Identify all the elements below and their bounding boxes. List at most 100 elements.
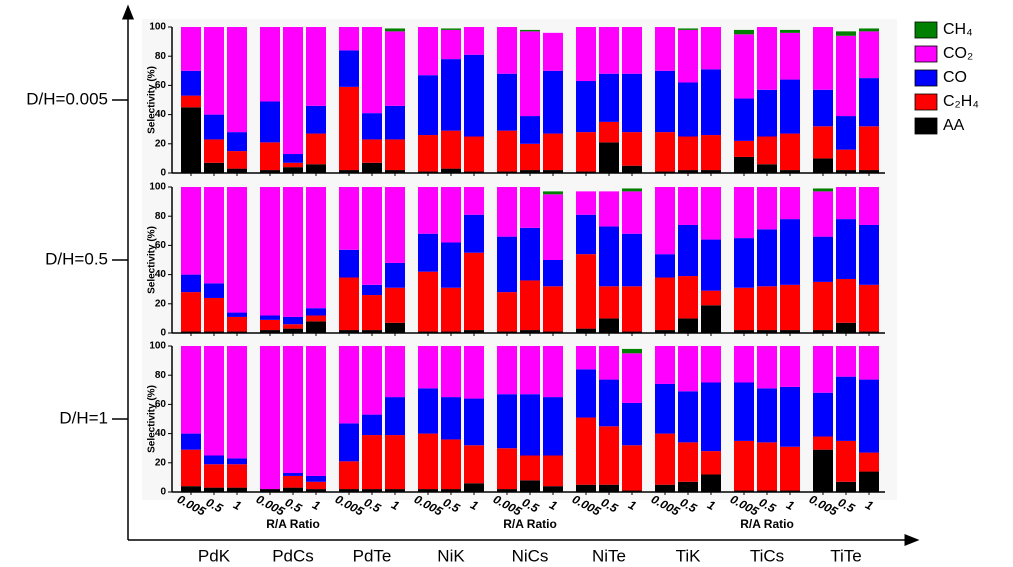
bar-segment (520, 31, 540, 117)
bar-segment (260, 346, 280, 490)
bar-segment (497, 489, 517, 492)
bar-segment (701, 305, 721, 333)
bar-segment (283, 27, 303, 155)
bar-segment (780, 219, 800, 285)
legend-label: C₂H₄ (943, 93, 979, 110)
bar-segment (339, 249, 359, 278)
bar-segment (543, 32, 563, 71)
x-axis-label: R/A Ratio (740, 517, 794, 531)
bar-segment (339, 50, 359, 87)
bar-segment (576, 328, 596, 333)
bar-segment (520, 346, 540, 395)
bar-segment (204, 283, 224, 298)
legend-label: CO₂ (943, 45, 973, 62)
bar-segment (441, 489, 461, 492)
bar-segment (497, 187, 517, 237)
bar-segment (813, 236, 833, 282)
bar-segment (418, 331, 438, 333)
bar-segment (181, 70, 201, 96)
bar-segment (813, 436, 833, 450)
bar-segment (181, 187, 201, 275)
bar-segment (283, 316, 303, 325)
bar-segment (181, 27, 201, 71)
bar-segment (464, 346, 484, 399)
bar-segment (418, 187, 438, 234)
bar-segment (464, 330, 484, 333)
bar-segment (464, 187, 484, 215)
bar-segment (181, 95, 201, 108)
bar-segment (204, 297, 224, 332)
bar-segment (204, 162, 224, 173)
bar-segment (441, 287, 461, 332)
bar-segment (306, 133, 326, 165)
group-label: TiTe (830, 546, 862, 565)
bar-segment (859, 346, 879, 380)
bar-segment (441, 187, 461, 243)
bar-segment (757, 286, 777, 331)
bar-segment (734, 490, 754, 492)
bar-segment (181, 331, 201, 333)
bar-segment (757, 164, 777, 173)
bar-segment (599, 121, 619, 143)
bar-segment (813, 449, 833, 492)
bar-segment (859, 331, 879, 333)
bar-segment (859, 187, 879, 225)
bar-segment (859, 379, 879, 453)
bar-segment (576, 81, 596, 133)
bar-segment (678, 224, 698, 277)
legend-swatch (914, 21, 938, 39)
group-label: NiTe (592, 546, 626, 565)
bar-segment (181, 449, 201, 487)
bar-segment (813, 188, 833, 192)
bar-segment (859, 31, 879, 79)
bar-segment (227, 464, 247, 488)
y-tick-label: 40 (155, 109, 167, 120)
bar-segment (362, 187, 382, 285)
bar-segment (227, 187, 247, 313)
bar-segment (204, 331, 224, 333)
bar-segment (599, 379, 619, 427)
bar-segment (813, 27, 833, 90)
bar-segment (678, 82, 698, 137)
bar-segment (576, 132, 596, 172)
bar-segment (734, 382, 754, 441)
bar-segment (836, 376, 856, 441)
bar-segment (622, 188, 642, 192)
bar-segment (734, 29, 754, 35)
bar-segment (678, 391, 698, 443)
bar-segment (836, 116, 856, 150)
bar-segment (836, 322, 856, 333)
bar-segment (678, 29, 698, 83)
bar-segment (543, 191, 563, 195)
bar-segment (441, 397, 461, 440)
bar-segment (464, 214, 484, 253)
bar-segment (836, 149, 856, 171)
bar-segment (655, 187, 675, 255)
bar-segment (283, 475, 303, 488)
bar-segment (418, 388, 438, 434)
bar-segment (655, 132, 675, 172)
bar-segment (678, 346, 698, 392)
bar-segment (701, 187, 721, 240)
bar-segment (385, 489, 405, 492)
bar-segment (757, 89, 777, 137)
bar-segment (859, 452, 879, 472)
bar-segment (204, 487, 224, 492)
bar-segment (836, 170, 856, 173)
bar-segment (836, 31, 856, 36)
bar-segment (441, 130, 461, 169)
bar-segment (497, 236, 517, 293)
bar-segment (385, 28, 405, 32)
bar-segment (520, 480, 540, 492)
bar-segment (464, 445, 484, 484)
bar-segment (227, 168, 247, 173)
bar-segment (306, 321, 326, 333)
bar-segment (859, 78, 879, 127)
bar-segment (859, 284, 879, 332)
bar-segment (757, 442, 777, 491)
bar-segment (734, 346, 754, 383)
bar-segment (543, 397, 563, 456)
group-label: NiCs (512, 546, 549, 565)
bar-segment (780, 32, 800, 80)
bar-segment (497, 27, 517, 74)
